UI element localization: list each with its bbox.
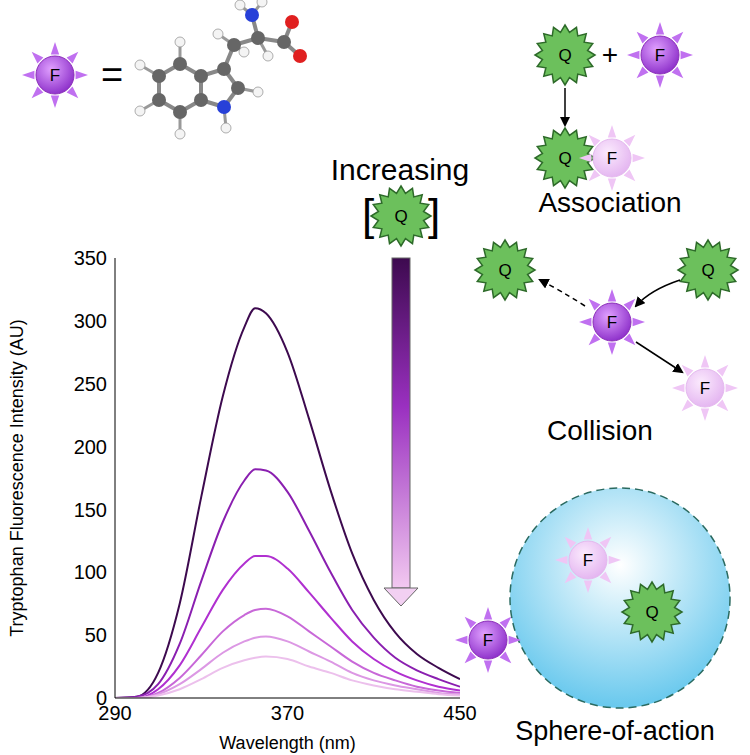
svg-text:F: F — [583, 551, 593, 570]
svg-text:Collision: Collision — [547, 415, 653, 446]
svg-text:F: F — [483, 631, 493, 650]
svg-text:Q: Q — [701, 261, 714, 280]
svg-text:Q: Q — [558, 149, 571, 168]
svg-text:F: F — [607, 149, 617, 168]
svg-text:100: 100 — [74, 561, 107, 583]
svg-text:=: = — [101, 54, 123, 96]
svg-text:290: 290 — [98, 702, 132, 725]
svg-text:350: 350 — [74, 247, 107, 269]
svg-text:250: 250 — [74, 373, 107, 395]
svg-text:Q: Q — [558, 46, 571, 65]
svg-text:F: F — [50, 66, 60, 85]
svg-text:Tryptophan Fluorescence Intens: Tryptophan Fluorescence Intensity (AU) — [7, 319, 27, 636]
svg-text:F: F — [607, 313, 617, 332]
svg-text:Q: Q — [498, 261, 511, 280]
svg-text:Wavelength (nm): Wavelength (nm) — [219, 733, 355, 753]
svg-text:Sphere-of-action: Sphere-of-action — [515, 716, 715, 746]
svg-text:0: 0 — [96, 687, 107, 709]
svg-text:+: + — [602, 39, 618, 70]
svg-text:Increasing: Increasing — [331, 153, 469, 186]
svg-text:Q: Q — [645, 603, 658, 622]
svg-text:370: 370 — [271, 702, 304, 724]
svg-text:200: 200 — [74, 436, 107, 458]
svg-text:150: 150 — [74, 499, 107, 521]
svg-text:Q: Q — [394, 207, 407, 226]
svg-text:Association: Association — [538, 187, 681, 218]
svg-text:300: 300 — [74, 310, 107, 332]
svg-text:50: 50 — [85, 624, 107, 646]
svg-text:450: 450 — [443, 702, 476, 724]
svg-text:]: ] — [428, 190, 440, 239]
svg-text:F: F — [700, 379, 710, 398]
svg-text:F: F — [655, 46, 665, 65]
